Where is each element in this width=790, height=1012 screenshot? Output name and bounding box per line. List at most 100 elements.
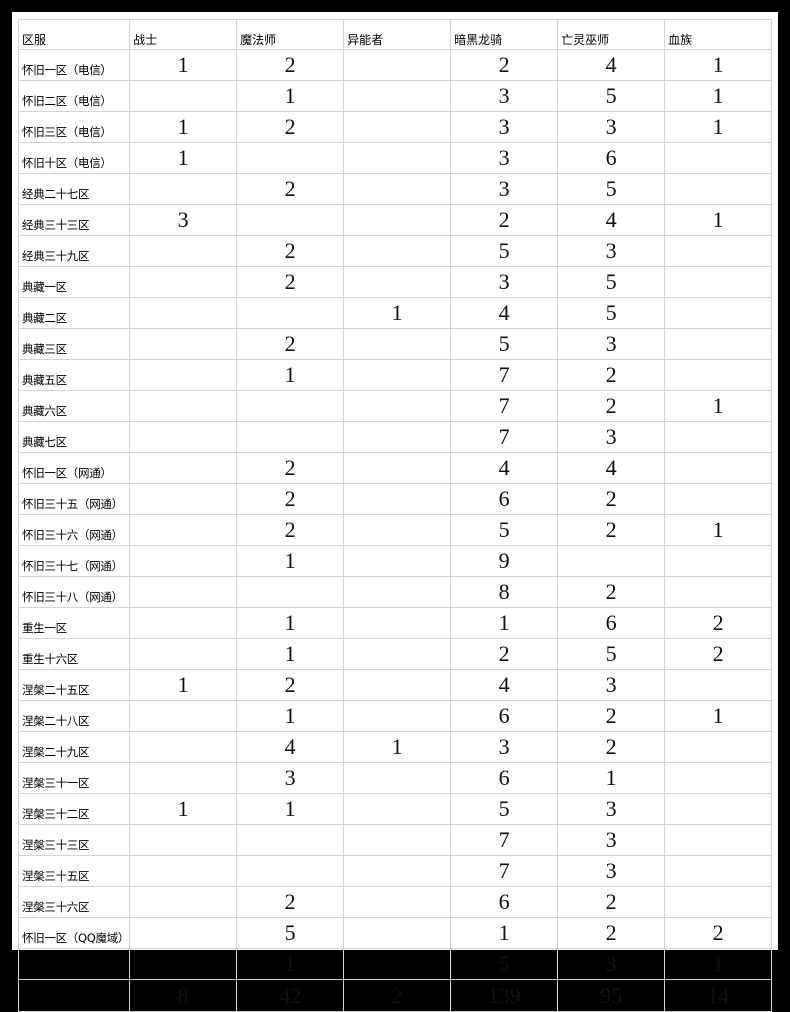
count-cell[interactable] xyxy=(343,700,452,732)
count-cell[interactable]: 4 xyxy=(450,297,559,329)
server-name-cell[interactable]: 怀旧八区（QQ魔域） xyxy=(17,948,131,980)
count-cell[interactable]: 1 xyxy=(129,142,238,174)
count-cell[interactable]: 2 xyxy=(557,359,666,391)
count-cell[interactable]: 1 xyxy=(450,917,559,949)
count-cell[interactable]: 1 xyxy=(129,111,238,143)
count-cell[interactable] xyxy=(129,948,238,980)
count-cell[interactable] xyxy=(343,669,452,701)
count-cell[interactable] xyxy=(664,142,773,174)
count-cell[interactable]: 3 xyxy=(450,173,559,205)
server-name-cell[interactable]: 典藏六区 xyxy=(17,390,131,422)
count-cell[interactable]: 1 xyxy=(664,948,773,980)
count-cell[interactable]: 2 xyxy=(236,669,345,701)
count-cell[interactable]: 1 xyxy=(664,514,773,546)
header-cell[interactable]: 异能者 xyxy=(343,19,452,50)
server-name-cell[interactable]: 怀旧一区（QQ魔域） xyxy=(17,917,131,949)
count-cell[interactable] xyxy=(664,266,773,298)
count-cell[interactable]: 1 xyxy=(129,669,238,701)
count-cell[interactable] xyxy=(343,452,452,484)
count-cell[interactable] xyxy=(343,545,452,577)
count-cell[interactable] xyxy=(129,80,238,112)
count-cell[interactable]: 5 xyxy=(236,917,345,949)
count-cell[interactable] xyxy=(129,452,238,484)
server-name-cell[interactable]: 怀旧二区（电信） xyxy=(17,80,131,112)
count-cell[interactable] xyxy=(129,328,238,360)
count-cell[interactable]: 1 xyxy=(236,545,345,577)
count-cell[interactable] xyxy=(343,173,452,205)
server-name-cell[interactable]: 典藏三区 xyxy=(17,328,131,360)
count-cell[interactable]: 6 xyxy=(450,700,559,732)
count-cell[interactable]: 3 xyxy=(557,669,666,701)
count-cell[interactable] xyxy=(129,266,238,298)
count-cell[interactable] xyxy=(664,731,773,763)
header-cell[interactable]: 战士 xyxy=(129,19,238,50)
count-cell[interactable]: 2 xyxy=(557,514,666,546)
count-cell[interactable] xyxy=(343,607,452,639)
total-cell[interactable]: 8 xyxy=(129,979,238,1012)
count-cell[interactable]: 2 xyxy=(450,49,559,81)
count-cell[interactable]: 5 xyxy=(450,514,559,546)
count-cell[interactable]: 6 xyxy=(450,483,559,515)
count-cell[interactable]: 2 xyxy=(557,576,666,608)
count-cell[interactable] xyxy=(129,917,238,949)
count-cell[interactable]: 2 xyxy=(236,483,345,515)
count-cell[interactable] xyxy=(343,390,452,422)
count-cell[interactable]: 4 xyxy=(557,204,666,236)
count-cell[interactable]: 1 xyxy=(664,204,773,236)
count-cell[interactable]: 2 xyxy=(450,638,559,670)
count-cell[interactable]: 2 xyxy=(236,328,345,360)
count-cell[interactable]: 5 xyxy=(557,173,666,205)
count-cell[interactable] xyxy=(236,390,345,422)
server-name-cell[interactable]: 重生一区 xyxy=(17,607,131,639)
total-cell[interactable]: 95 xyxy=(557,979,666,1012)
count-cell[interactable]: 1 xyxy=(343,731,452,763)
count-cell[interactable]: 2 xyxy=(236,266,345,298)
count-cell[interactable] xyxy=(664,669,773,701)
count-cell[interactable]: 2 xyxy=(557,917,666,949)
count-cell[interactable] xyxy=(343,266,452,298)
count-cell[interactable] xyxy=(664,545,773,577)
count-cell[interactable]: 5 xyxy=(557,638,666,670)
count-cell[interactable]: 5 xyxy=(450,235,559,267)
count-cell[interactable]: 4 xyxy=(557,452,666,484)
header-cell[interactable]: 亡灵巫师 xyxy=(557,19,666,50)
count-cell[interactable]: 1 xyxy=(236,607,345,639)
server-name-cell[interactable]: 涅槃三十一区 xyxy=(17,762,131,794)
count-cell[interactable]: 2 xyxy=(664,917,773,949)
count-cell[interactable] xyxy=(343,111,452,143)
total-cell[interactable]: 42 xyxy=(236,979,345,1012)
count-cell[interactable] xyxy=(343,576,452,608)
count-cell[interactable]: 1 xyxy=(236,793,345,825)
count-cell[interactable]: 3 xyxy=(236,762,345,794)
count-cell[interactable]: 2 xyxy=(236,235,345,267)
count-cell[interactable]: 5 xyxy=(557,80,666,112)
count-cell[interactable] xyxy=(236,855,345,887)
count-cell[interactable]: 2 xyxy=(236,173,345,205)
header-cell[interactable]: 区服 xyxy=(17,19,131,50)
server-name-cell[interactable]: 怀旧三十八（网通） xyxy=(17,576,131,608)
count-cell[interactable] xyxy=(343,638,452,670)
count-cell[interactable]: 1 xyxy=(236,80,345,112)
count-cell[interactable] xyxy=(129,297,238,329)
count-cell[interactable] xyxy=(129,638,238,670)
server-name-cell[interactable]: 涅槃二十九区 xyxy=(17,731,131,763)
count-cell[interactable] xyxy=(129,390,238,422)
count-cell[interactable] xyxy=(343,328,452,360)
count-cell[interactable] xyxy=(129,235,238,267)
count-cell[interactable]: 3 xyxy=(450,80,559,112)
count-cell[interactable]: 5 xyxy=(450,948,559,980)
server-name-cell[interactable]: 重生十六区 xyxy=(17,638,131,670)
count-cell[interactable]: 1 xyxy=(236,948,345,980)
count-cell[interactable] xyxy=(664,576,773,608)
count-cell[interactable] xyxy=(343,917,452,949)
count-cell[interactable]: 2 xyxy=(236,111,345,143)
count-cell[interactable] xyxy=(664,824,773,856)
total-cell[interactable]: 139 xyxy=(450,979,559,1012)
server-name-cell[interactable]: 典藏五区 xyxy=(17,359,131,391)
count-cell[interactable] xyxy=(343,855,452,887)
count-cell[interactable] xyxy=(129,173,238,205)
server-name-cell[interactable]: 怀旧三十七（网通） xyxy=(17,545,131,577)
count-cell[interactable] xyxy=(236,576,345,608)
count-cell[interactable] xyxy=(343,948,452,980)
total-label-cell[interactable]: 总计 xyxy=(17,979,131,1012)
